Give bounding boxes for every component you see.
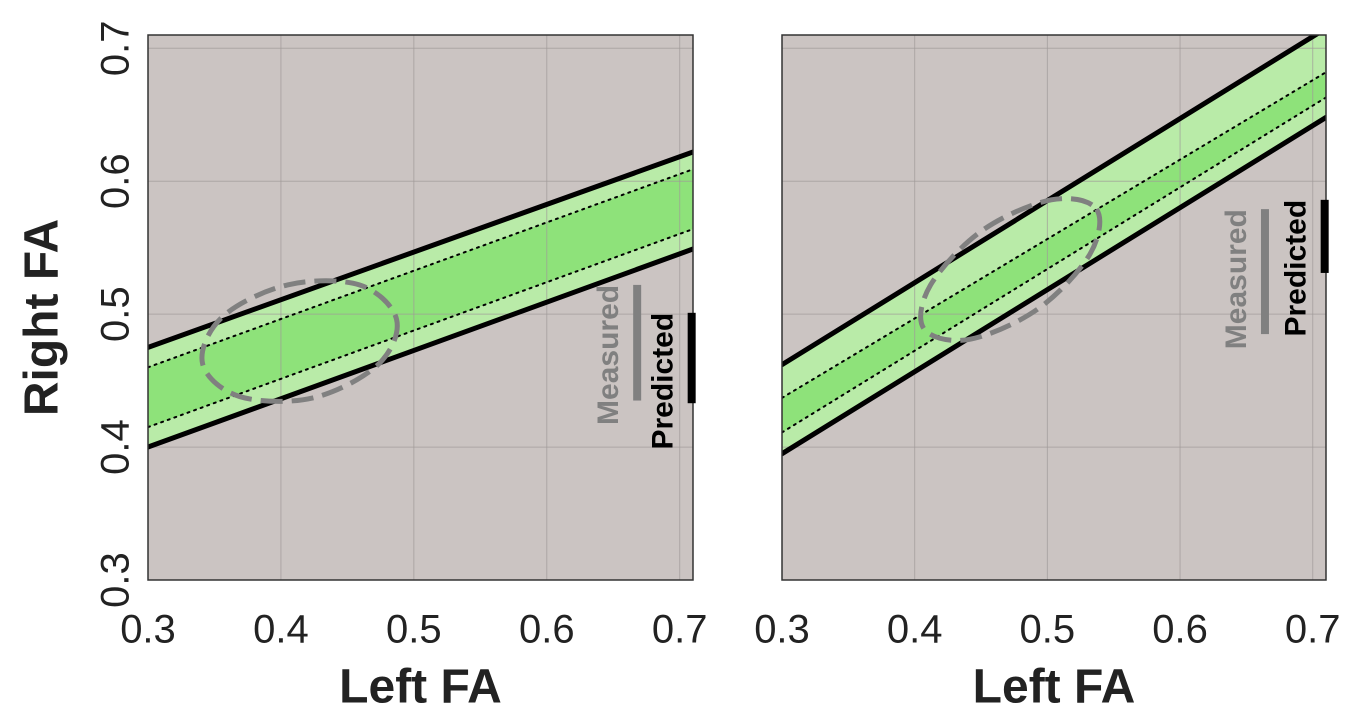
plot-frame <box>781 34 1327 581</box>
x-tick-label: 0.4 <box>887 608 943 652</box>
band-edge-line <box>148 246 693 450</box>
y-axis-label: Right FA <box>16 219 69 416</box>
range-bar <box>687 312 696 404</box>
x-axis-label: Left FA <box>339 661 502 714</box>
range-bar <box>1320 199 1329 273</box>
plot-area <box>148 35 693 580</box>
panel: Measured Predicted 0.3 0.4 0.5 0.6 0.7 Left FA <box>754 34 1341 714</box>
plot-area <box>782 35 1326 580</box>
dotted-line <box>782 96 1326 434</box>
range-label: Predicted <box>647 313 680 450</box>
band <box>782 72 1326 433</box>
range-label: Predicted <box>1280 200 1313 337</box>
y-tick-label: 0.5 <box>94 286 138 342</box>
y-tick-label: 0.3 <box>94 552 138 608</box>
band <box>148 229 693 448</box>
x-tick-label: 0.3 <box>754 608 810 652</box>
ellipse <box>918 196 1103 343</box>
x-tick-label: 0.3 <box>120 608 176 652</box>
y-tick-label: 0.4 <box>94 419 138 475</box>
x-tick-label: 0.6 <box>519 608 575 652</box>
x-tick-label: 0.5 <box>1020 608 1076 652</box>
band-edge-line <box>782 35 1321 368</box>
band <box>782 35 1326 398</box>
range-bar <box>1260 209 1269 335</box>
x-tick-label: 0.6 <box>1152 608 1208 652</box>
band <box>782 97 1326 454</box>
dotted-line <box>148 228 693 429</box>
x-tick-label: 0.7 <box>1285 608 1341 652</box>
x-tick-label: 0.7 <box>652 608 708 652</box>
y-tick-label: 0.6 <box>94 153 138 209</box>
panel: Measured Predicted 0.3 0.4 0.5 0.6 0.7 0.3 0.4 0.… <box>16 20 708 713</box>
x-axis-label: Left FA <box>973 661 1136 714</box>
band <box>148 169 693 428</box>
ellipse <box>199 278 400 404</box>
range-label: Measured <box>592 285 625 425</box>
y-tick-label: 0.7 <box>94 20 138 76</box>
band-edge-line <box>148 149 693 350</box>
x-tick-label: 0.5 <box>386 608 442 652</box>
dotted-line <box>782 71 1326 399</box>
band-edge-line <box>782 114 1326 457</box>
range-bar <box>633 284 642 401</box>
plot-frame <box>147 34 694 581</box>
dotted-line <box>148 168 693 369</box>
x-tick-label: 0.4 <box>253 608 309 652</box>
band <box>148 151 693 368</box>
range-label: Measured <box>1220 209 1253 349</box>
